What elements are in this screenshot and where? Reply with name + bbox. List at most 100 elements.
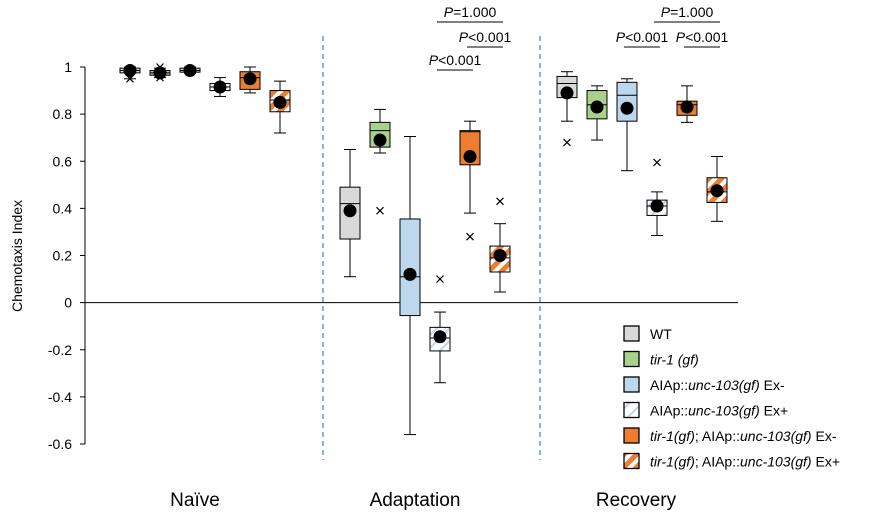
p-value: <0.001 (438, 52, 481, 68)
group-label: Recovery (596, 490, 677, 511)
legend-entry: WT (650, 326, 672, 342)
p-value-label: P<0.001 (616, 29, 669, 45)
legend-text-part: Ex- (812, 428, 837, 444)
outlier-mark (466, 232, 474, 241)
p-value-label: P<0.001 (676, 29, 729, 45)
y-tick-label: 0.2 (53, 248, 73, 264)
outlier-mark (653, 158, 661, 167)
legend-text-part: ; AIAp:: (695, 454, 740, 470)
legend-swatch (623, 452, 640, 470)
legend-text-part: unc-103(gf) (688, 403, 760, 419)
legend-swatch (623, 376, 640, 393)
axes: -0.6 -0.4 -0.2 0 0.2 0.4 0.6 0.8 1 (48, 59, 738, 452)
outlier-mark (376, 206, 384, 215)
mean-dot (590, 100, 604, 114)
mean-dot (273, 95, 287, 109)
box-5-0 (269, 80, 291, 134)
legend-swatch (623, 325, 640, 342)
box-5-1 (489, 197, 511, 293)
y-tick-label: -0.6 (48, 436, 72, 452)
legend-text-part: Ex+ (760, 403, 788, 419)
box-2-2 (616, 78, 638, 172)
box-3-2 (646, 158, 668, 236)
mean-dot (243, 72, 257, 86)
legend-text-part: tir-1(gf) (650, 454, 695, 470)
mean-dot (123, 64, 137, 78)
p-value-label: P=1.000 (661, 4, 714, 20)
y-axis-title: Chemotaxis Index (9, 200, 25, 312)
p-value-label: P<0.001 (459, 29, 512, 45)
mean-dot (403, 267, 417, 281)
group-label: Adaptation (370, 490, 461, 511)
box-2-1 (399, 136, 421, 436)
legend-text-part: unc-103(gf) (740, 428, 812, 444)
p-symbol: P (429, 52, 439, 68)
y-tick-label: 0.8 (53, 106, 73, 122)
p-symbol: P (616, 29, 626, 45)
mean-dot (710, 184, 724, 198)
legend-text-part: AIAp:: (650, 377, 688, 393)
mean-dot (560, 86, 574, 100)
legend-text-part: WT (650, 326, 672, 342)
box-1-2 (586, 85, 608, 141)
mean-dot (343, 204, 357, 218)
outlier-mark (436, 275, 444, 283)
mean-dot (463, 150, 477, 164)
legend-text-part: tir-1 (gf) (650, 352, 699, 368)
y-tick-label: 1 (64, 59, 72, 75)
p-symbol: P (661, 4, 671, 20)
group-label: Naïve (170, 490, 220, 511)
p-symbol: P (676, 29, 686, 45)
box-4-2 (676, 85, 698, 123)
box-0-1 (339, 148, 361, 278)
legend-text-part: unc-103(gf) (740, 454, 812, 470)
y-tick-label: 0.4 (53, 200, 73, 216)
legend-entry: tir-1 (gf) (650, 352, 699, 368)
p-symbol: P (444, 4, 454, 20)
box-0-2 (556, 71, 578, 147)
p-value: <0.001 (685, 29, 728, 45)
y-tick-label: -0.2 (48, 342, 72, 358)
p-value-label: P=1.000 (444, 4, 497, 20)
mean-dot (213, 80, 227, 94)
p-value: =1.000 (670, 4, 713, 20)
box-1-1 (369, 108, 391, 215)
p-value: =1.000 (453, 4, 496, 20)
y-tick-label: 0 (64, 295, 72, 311)
mean-dot (153, 66, 167, 80)
group-dividers (322, 36, 541, 460)
box-1-0 (149, 63, 171, 82)
legend-swatch (623, 401, 640, 419)
p-symbol: P (459, 29, 469, 45)
mean-dot (680, 100, 694, 114)
legend-entry: AIAp::unc-103(gf) Ex+ (650, 403, 788, 419)
legend-entry: tir-1(gf); AIAp::unc-103(gf) Ex+ (650, 454, 840, 470)
box-3-0 (209, 77, 231, 97)
y-tick-label: -0.4 (48, 389, 72, 405)
mean-dot (433, 330, 447, 344)
boxes (119, 63, 728, 436)
legend-swatch (623, 427, 640, 444)
legend-text-part: tir-1(gf) (650, 428, 695, 444)
p-value: <0.001 (468, 29, 511, 45)
legend-text-part: unc-103(gf) (688, 377, 760, 393)
mean-dot (493, 249, 507, 262)
p-value: <0.001 (625, 29, 668, 45)
mean-dot (650, 199, 664, 213)
box-3-1 (429, 275, 451, 384)
box-iqr (399, 218, 421, 317)
y-tick-label: 0.6 (53, 153, 73, 169)
legend-swatch (623, 350, 640, 368)
box-5-2 (706, 156, 728, 222)
box-4-1 (459, 120, 481, 241)
outlier-mark (496, 197, 504, 206)
mean-dot (183, 64, 197, 78)
legend-entry: tir-1(gf); AIAp::unc-103(gf) Ex- (650, 428, 837, 444)
mean-dot (373, 133, 387, 147)
box-4-0 (239, 66, 261, 94)
outlier-mark (563, 138, 571, 147)
legend-entry: AIAp::unc-103(gf) Ex- (650, 377, 785, 393)
